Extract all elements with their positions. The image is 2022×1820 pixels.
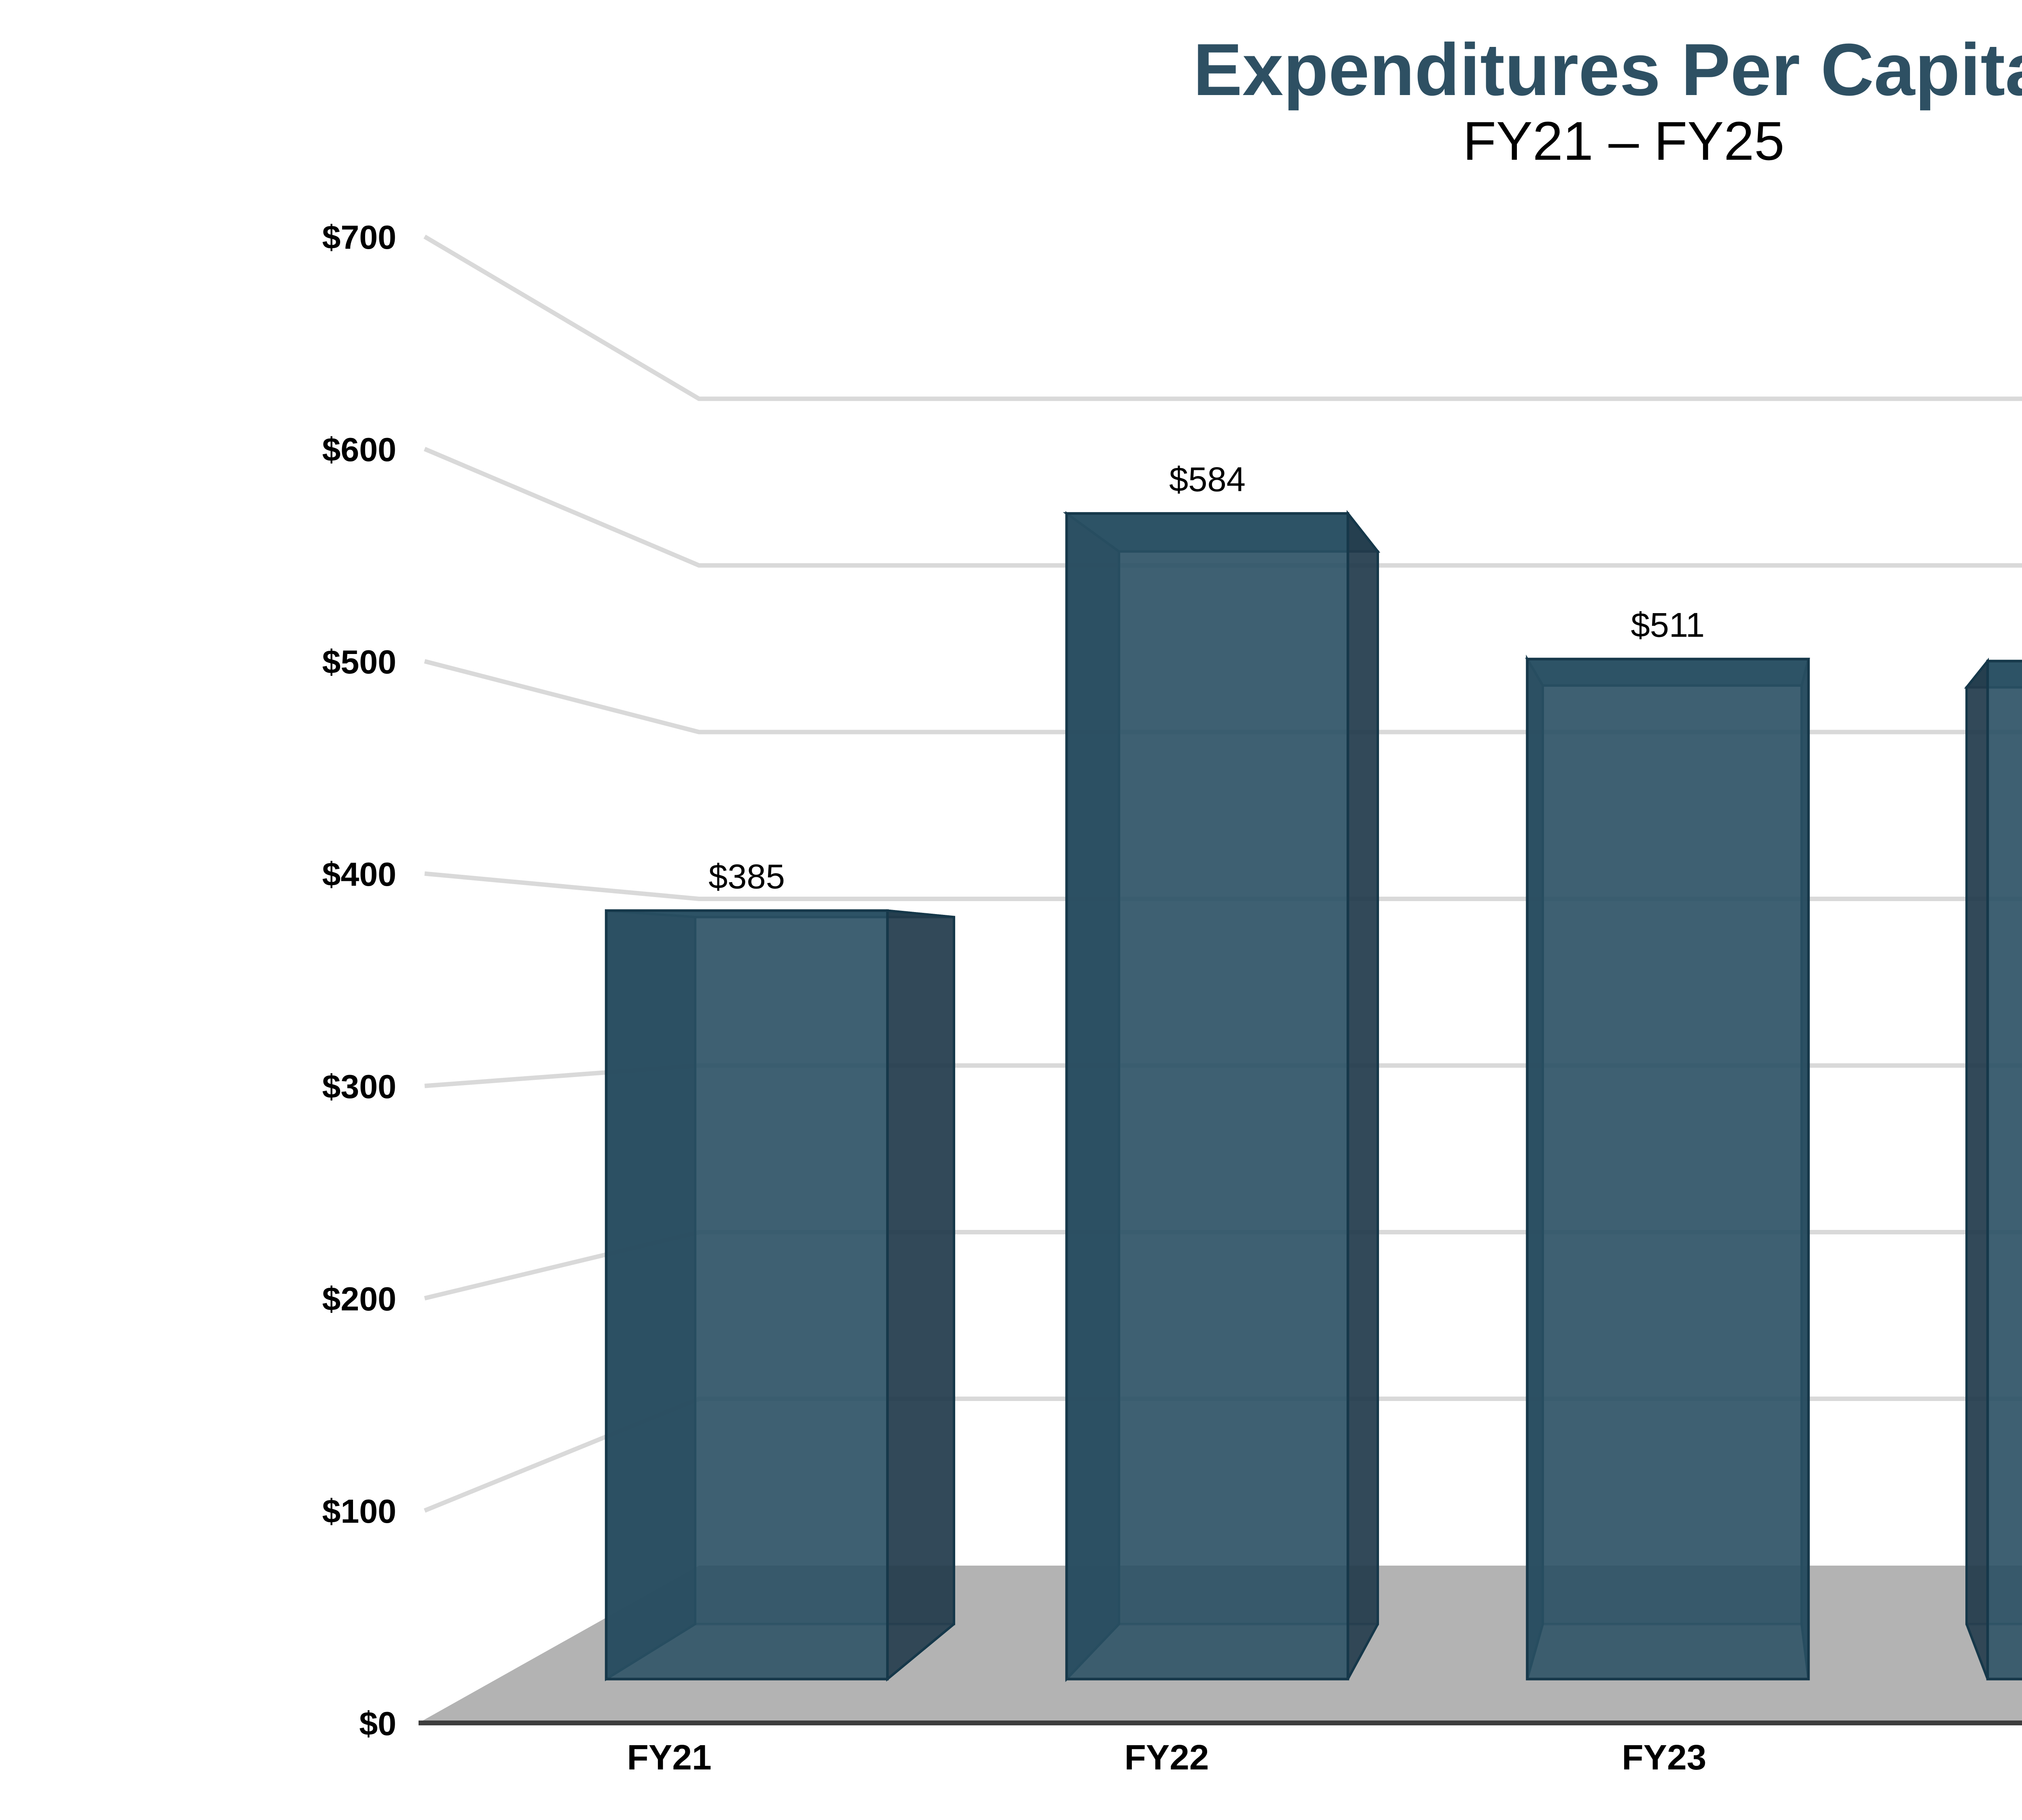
bar-value-label: $511 (1631, 606, 1705, 645)
y-tick-label: $100 (322, 1493, 396, 1530)
bar-side-face-left (1965, 657, 1989, 1680)
x-axis-label: FY21 (627, 1737, 711, 1777)
bar-fy21 (605, 909, 955, 1682)
bar-value-label: $385 (709, 858, 785, 896)
y-tick-label: $600 (322, 431, 396, 468)
y-tick-label: $0 (359, 1705, 396, 1742)
chart-title: Expenditures Per Capita (1193, 28, 2022, 111)
bar-fy23 (1525, 654, 1810, 1680)
gridlines-layer (423, 235, 2022, 1513)
chart-subtitle: FY21 – FY25 (1463, 110, 1784, 171)
bar-front-face (1986, 660, 2022, 1680)
y-tick-label: $400 (322, 856, 396, 893)
x-axis-label: FY23 (1622, 1737, 1706, 1777)
y-tick-label: $500 (322, 643, 396, 681)
bars-layer (605, 510, 2022, 1682)
y-tick-label: $700 (322, 219, 396, 256)
bar-front-face (1065, 512, 1349, 1680)
bar-fy24 (1964, 657, 2022, 1680)
bar-fy22 (1063, 510, 1381, 1682)
bar-side-face-right (1346, 510, 1379, 1680)
bar-value-label: $584 (1169, 461, 1246, 499)
bar-side-face-right (886, 909, 955, 1682)
gridline (423, 235, 2022, 401)
y-tick-label: $300 (322, 1068, 396, 1105)
bar-front-face (605, 909, 889, 1680)
gridline (423, 447, 2022, 568)
y-tick-label: $200 (322, 1280, 396, 1318)
bar-front-face (1526, 658, 1810, 1680)
x-axis-label: FY22 (1124, 1737, 1209, 1777)
labels-layer: $385$584$511$510$331$0$100$200$300$400$5… (322, 219, 1706, 1777)
